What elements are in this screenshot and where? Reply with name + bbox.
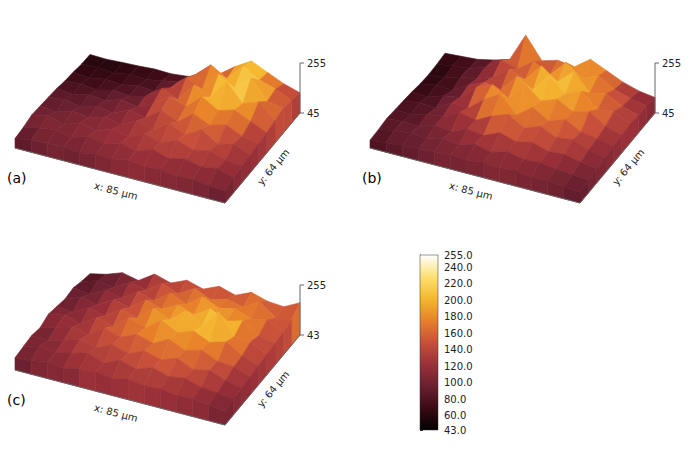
svg-text:255.0: 255.0 <box>444 250 473 261</box>
svg-text:120.0: 120.0 <box>444 361 473 372</box>
svg-text:240.0: 240.0 <box>444 262 473 273</box>
svg-text:y: 64 µm: y: 64 µm <box>255 369 291 410</box>
svg-text:220.0: 220.0 <box>444 278 473 289</box>
svg-text:60.0: 60.0 <box>444 410 466 421</box>
svg-text:(c): (c) <box>7 392 26 408</box>
svg-text:160.0: 160.0 <box>444 328 473 339</box>
svg-text:45: 45 <box>307 108 320 119</box>
svg-text:x: 85 µm: x: 85 µm <box>93 402 139 424</box>
svg-text:180.0: 180.0 <box>444 311 473 322</box>
svg-text:43: 43 <box>307 330 320 341</box>
svg-text:y: 64 µm: y: 64 µm <box>255 147 291 188</box>
svg-text:(b): (b) <box>362 170 382 186</box>
svg-text:255: 255 <box>662 58 681 69</box>
svg-text:80.0: 80.0 <box>444 394 466 405</box>
svg-text:x: 85 µm: x: 85 µm <box>448 180 494 202</box>
svg-text:45: 45 <box>662 108 675 119</box>
svg-text:x: 85 µm: x: 85 µm <box>93 180 139 202</box>
svg-text:y: 64 µm: y: 64 µm <box>610 147 646 188</box>
svg-text:255: 255 <box>307 280 326 291</box>
svg-text:100.0: 100.0 <box>444 377 473 388</box>
svg-text:(a): (a) <box>7 170 27 186</box>
svg-text:200.0: 200.0 <box>444 295 473 306</box>
svg-text:43.0: 43.0 <box>444 425 466 436</box>
svg-text:255: 255 <box>307 58 326 69</box>
svg-text:140.0: 140.0 <box>444 344 473 355</box>
